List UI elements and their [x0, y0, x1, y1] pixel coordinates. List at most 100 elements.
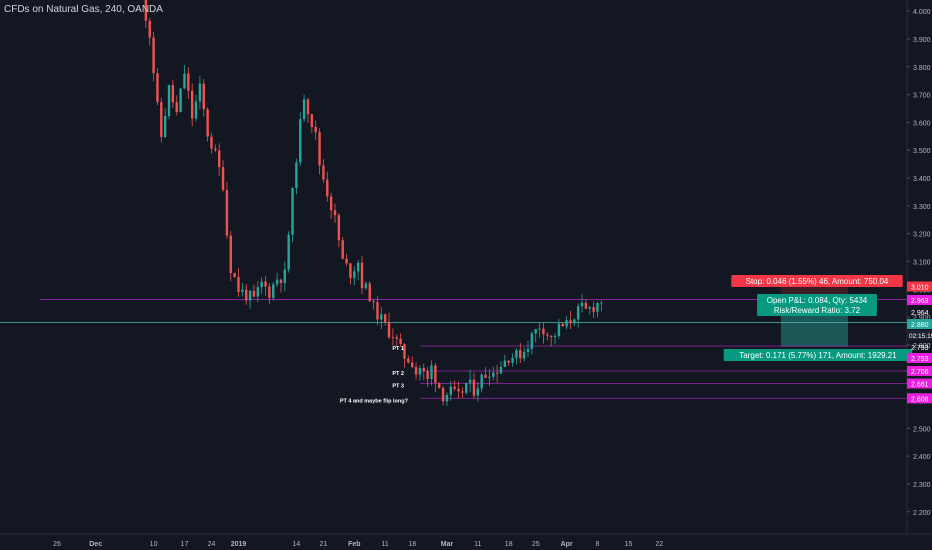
x-tick-label: 8: [596, 541, 600, 548]
candle-body: [407, 358, 410, 363]
candle-body: [573, 319, 576, 324]
candle-body: [380, 314, 383, 320]
candle-body: [480, 374, 483, 389]
candle-body: [584, 302, 588, 309]
price-badge: [907, 353, 932, 363]
target-label: PT 1: [392, 346, 404, 352]
candle-body: [291, 187, 294, 235]
time-axis[interactable]: 26 Dec 10 17 24 2019 14 21 Feb 11 18 Mar 11 18 25 Apr 8 1…: [53, 541, 663, 548]
candle-body: [530, 333, 534, 349]
candle-body: [179, 88, 182, 112]
candle-body: [534, 329, 537, 334]
candle-body: [194, 101, 198, 119]
candle-body: [287, 234, 290, 270]
candle-body: [492, 372, 495, 377]
candle-body: [549, 335, 553, 338]
candle-body: [519, 350, 522, 359]
y-tick-label: 3.500: [913, 148, 931, 155]
candle-body: [190, 90, 194, 119]
candle-body: [326, 179, 329, 197]
candle-body: [310, 114, 314, 128]
candle-body: [488, 376, 491, 378]
candle-body: [484, 374, 487, 378]
x-tick-label: 18: [505, 541, 513, 548]
countdown-badge: [907, 330, 932, 340]
x-tick-label: 24: [208, 541, 216, 548]
candle-body: [600, 302, 603, 304]
candle-body: [387, 322, 391, 338]
candle-body: [248, 290, 252, 301]
candle-body: [476, 388, 480, 396]
candle-body: [434, 365, 437, 383]
candle-body: [272, 284, 275, 298]
candle-body: [295, 162, 298, 188]
candle-body: [341, 240, 344, 259]
candle-body: [160, 102, 163, 137]
candle-body: [364, 283, 368, 289]
candle-body: [144, 0, 148, 21]
x-tick-label: 11: [474, 541, 481, 548]
price-badge-text: 2.963: [911, 298, 929, 305]
candle-body: [414, 367, 418, 375]
candle-body: [553, 335, 557, 338]
candle-body: [596, 302, 599, 312]
price-badge: [907, 295, 932, 305]
price-badge: [907, 378, 932, 389]
price-axis[interactable]: 4.000 3.900 3.800 3.700 3.600 3.500 3.400 3.300…: [907, 9, 932, 517]
candle-body: [283, 269, 287, 284]
candle-body: [495, 372, 499, 374]
candle-body: [468, 379, 472, 383]
candle-body: [542, 328, 545, 335]
candle-body: [403, 344, 406, 359]
candle-body: [576, 306, 580, 320]
candle-body: [299, 119, 302, 163]
candle-body: [306, 99, 310, 115]
candle-body: [175, 102, 178, 112]
candle-body: [526, 348, 530, 353]
x-tick-label: 21: [320, 541, 328, 548]
candle-body: [241, 289, 244, 292]
candle-body: [453, 386, 456, 389]
candle-body: [322, 165, 325, 180]
candle-body: [511, 357, 514, 363]
target-label-box-text: Target: 0.171 (5.77%) 171, Amount: 1929.…: [739, 351, 897, 360]
candle-body: [461, 391, 464, 393]
candle-body: [438, 382, 441, 388]
candle-body: [225, 190, 229, 236]
y-tick-label: 4.000: [913, 9, 931, 16]
candle-body: [214, 148, 217, 151]
candle-body: [411, 362, 414, 368]
pnl-label-text: Open P&L: 0.084, Qty: 5434: [767, 296, 868, 305]
x-tick-label: Apr: [561, 541, 573, 548]
price-badge-text: 2.793: [911, 345, 929, 352]
candle-body: [399, 338, 402, 345]
candle-body: [163, 116, 167, 137]
candle-body: [152, 37, 155, 74]
price-badge: [907, 393, 932, 404]
candle-body: [376, 302, 379, 320]
candle-body: [422, 368, 425, 371]
price-badge-text: 2.880: [911, 322, 929, 329]
y-tick-label: 3.600: [913, 120, 931, 127]
x-tick-label: 18: [408, 541, 416, 548]
target-label: PT 2: [392, 371, 404, 377]
pnl-label-bg: [757, 294, 877, 316]
candle-body: [472, 379, 476, 396]
candle-body: [198, 83, 202, 102]
x-tick-label: 15: [624, 541, 632, 548]
candle-body: [441, 387, 445, 402]
x-tick-label: 14: [293, 541, 301, 548]
candle-body: [345, 258, 348, 264]
candle-body: [353, 271, 356, 278]
y-tick-label: 2.400: [913, 454, 931, 461]
candle-body: [187, 73, 190, 91]
y-tick-label: 3.400: [913, 176, 931, 183]
candle-body: [368, 283, 371, 302]
candle-body: [314, 127, 317, 133]
candle-body: [515, 350, 518, 358]
x-tick-label: 17: [181, 541, 189, 548]
candle-body: [275, 279, 279, 285]
y-tick-label: 3.700: [913, 93, 931, 100]
candle-body: [360, 262, 364, 289]
